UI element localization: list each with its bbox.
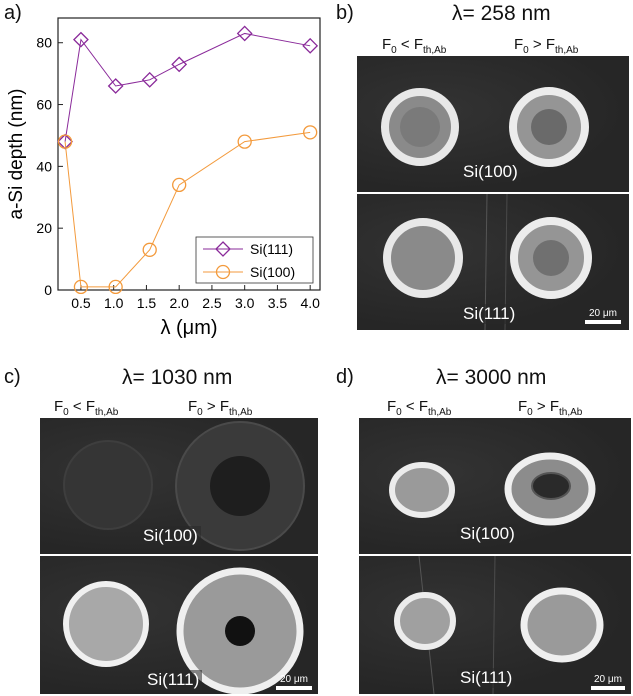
- panel-d-scale-bar: 20 μm: [591, 674, 625, 690]
- panel-letter-a: a): [4, 2, 22, 24]
- y-tick-label: 60: [36, 97, 52, 113]
- spot-below-threshold: [63, 581, 149, 667]
- data-point-1-4: [172, 177, 187, 193]
- spot-below-threshold: [63, 440, 153, 530]
- plot-frame: [57, 17, 321, 291]
- panel-b-scale-bar: 20 μm: [585, 308, 621, 324]
- panel-b-condition-below: F0 < Fth,Ab: [382, 36, 447, 56]
- panel-b-sem-si100: Si(100): [357, 56, 629, 192]
- y-tick-label: 0: [44, 282, 52, 298]
- spot-below-threshold: [383, 218, 463, 298]
- panel-d-title: λ= 3000 nm: [436, 366, 547, 389]
- panel-c-label-si100: Si(100): [140, 526, 201, 546]
- legend-label-1: Si(100): [250, 264, 295, 280]
- x-tick-label: 3.0: [235, 295, 255, 311]
- panel-d-condition-above: F0 > Fth,Ab: [518, 398, 583, 418]
- panel-b-sem-si111: Si(111) 20 μm: [357, 194, 629, 330]
- panel-c-condition-above: F0 > Fth,Ab: [188, 398, 253, 418]
- panel-letter-d: d): [336, 366, 354, 388]
- y-tick-label: 40: [36, 158, 52, 174]
- data-point-0-5: [236, 25, 253, 42]
- legend-marker-0: [215, 241, 231, 257]
- data-point-1-0: [57, 134, 73, 149]
- x-tick-label: 2.0: [169, 295, 189, 311]
- panel-b-condition-above: F0 > Fth,Ab: [514, 36, 579, 56]
- spot-below-threshold: [389, 462, 455, 518]
- y-tick-label: 80: [36, 35, 52, 51]
- data-point-1-2: [108, 279, 123, 295]
- data-point-0-2: [107, 78, 124, 94]
- x-tick-label: 1.0: [104, 295, 124, 311]
- x-tick-label: 1.5: [137, 295, 157, 311]
- series-line-0: [64, 32, 311, 142]
- spot-below-threshold: [394, 592, 456, 650]
- panel-letter-b: b): [336, 2, 354, 24]
- legend-label-0: Si(111): [250, 241, 293, 257]
- panel-b-title: λ= 258 nm: [452, 2, 551, 25]
- x-axis-label: λ (μm): [160, 317, 217, 339]
- ablation-center: [210, 456, 270, 516]
- depth-chart: 0.5 1.0 1.5 2.0 2.5 3.0 3.5 4.0 0 20 40 60 80 λ (μm)…: [6, 17, 321, 339]
- data-point-0-1: [73, 31, 89, 48]
- data-point-0-3: [141, 71, 158, 88]
- data-point-0-6: [302, 37, 319, 54]
- panel-c-label-si111: Si(111): [144, 670, 203, 690]
- ablation-center: [533, 240, 569, 276]
- data-point-1-5: [237, 134, 252, 149]
- x-tick-label: 0.5: [71, 295, 91, 311]
- panel-c-condition-below: F0 < Fth,Ab: [54, 398, 119, 418]
- legend: Si(111) Si(100): [195, 236, 314, 284]
- ablation-ring: [531, 472, 571, 500]
- y-axis-label: a-Si depth (nm): [6, 89, 27, 220]
- panel-d-sem-si111: Si(111) 20 μm: [359, 556, 631, 694]
- ablation-crater: [225, 616, 255, 646]
- panel-c-sem-si100: Si(100): [40, 418, 318, 554]
- spot-above-threshold: [520, 587, 604, 663]
- panel-c-sem-si111: Si(111) 20 μm: [40, 556, 318, 694]
- x-tick-label: 3.5: [268, 295, 288, 311]
- spot-center: [400, 107, 440, 147]
- panel-c-title: λ= 1030 nm: [122, 366, 233, 389]
- series-line-1: [64, 131, 311, 288]
- legend-box: [195, 236, 314, 284]
- panel-letter-c: c): [4, 366, 21, 388]
- ablation-center: [531, 109, 567, 145]
- data-point-1-3: [142, 242, 157, 257]
- data-point-1-6: [303, 125, 318, 140]
- legend-marker-1: [215, 264, 231, 280]
- panel-d-condition-below: F0 < Fth,Ab: [387, 398, 452, 418]
- data-point-1-1: [73, 279, 89, 295]
- panel-c-scale-bar: 20 μm: [276, 674, 312, 690]
- panel-b-label-si111: Si(111): [460, 304, 519, 324]
- x-tick-label: 2.5: [202, 295, 222, 311]
- panel-d-label-si100: Si(100): [457, 524, 518, 544]
- panel-d-sem-si100: Si(100): [359, 418, 631, 554]
- panel-d-label-si111: Si(111): [457, 668, 516, 688]
- data-point-0-4: [171, 56, 188, 73]
- y-tick-label: 20: [36, 220, 52, 236]
- panel-b-label-si100: Si(100): [460, 162, 521, 182]
- x-tick-label: 4.0: [300, 295, 320, 311]
